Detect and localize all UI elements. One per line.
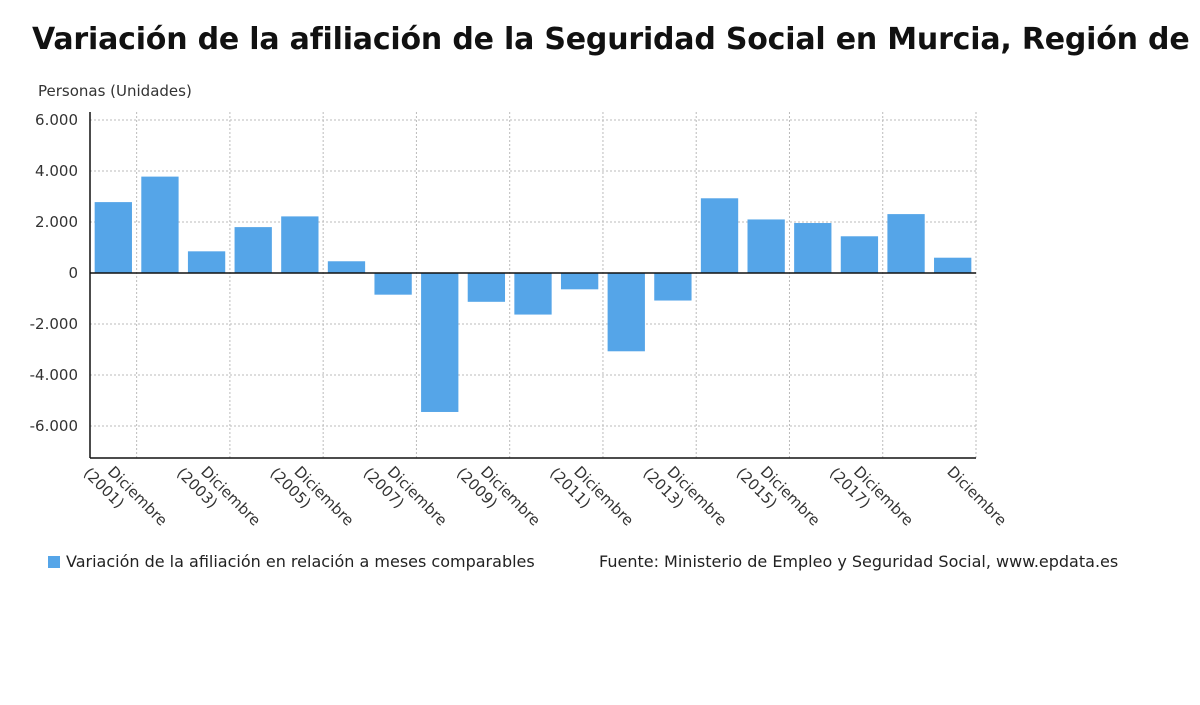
x-tick-labels: Diciembre(2001) Diciembre(2003) Diciembre(… [80,463,1010,530]
x-tick-label: Diciembre [943,463,1010,530]
x-tick-label: Diciembre(2009) [453,463,544,530]
y-tick-label: -2.000 [30,315,78,333]
bar [94,202,132,273]
y-axis-label: Personas (Unidades) [38,82,192,100]
bar [794,223,832,273]
bar [141,176,179,273]
x-tick-label: Diciembre(2011) [546,463,637,530]
bar [887,214,925,273]
x-tick-label: Diciembre(2013) [640,463,731,530]
legend-label: Variación de la afiliación en relación a… [66,552,535,571]
bar [560,273,599,290]
y-tick-labels: 6.000 4.000 2.000 0 -2.000 -4.000 -6.000 [30,111,78,435]
gridlines [90,112,977,458]
bar [514,273,552,315]
y-tick-label: -6.000 [30,417,78,435]
x-tick-label: Diciembre(2001) [80,463,171,530]
bar [187,251,226,273]
bar [467,273,506,302]
x-tick-label: Diciembre(2007) [360,463,451,530]
bar [374,273,412,295]
bar [700,198,739,273]
bar [607,273,645,352]
x-tick-label: Diciembre(2017) [826,463,917,530]
bar [281,216,319,273]
x-tick-label: Diciembre(2015) [733,463,824,530]
bar [234,227,272,273]
legend-swatch [48,555,60,568]
y-tick-label: -4.000 [30,366,78,384]
source-note: Fuente: Ministerio de Empleo y Seguridad… [599,552,1119,571]
bars [94,176,972,412]
bar [654,273,692,301]
bar [747,219,785,273]
chart-area: Personas (Unidades) 6.000 4.000 2.000 0 -2.0… [30,82,1011,530]
bar [840,236,879,273]
legend: Variación de la afiliación en relación a… [48,552,535,571]
axes [89,112,976,459]
x-tick-label-line1: Diciembre [943,463,1010,530]
y-tick-label: 6.000 [35,111,78,129]
chart-title: Variación de la afiliación de la Segurid… [32,22,1190,57]
y-tick-label: 0 [68,264,78,282]
y-tick-label: 4.000 [35,162,78,180]
y-tick-label: 2.000 [35,213,78,231]
x-tick-label: Diciembre(2003) [173,463,264,530]
bar [421,273,459,412]
bar [934,257,972,273]
x-tick-label: Diciembre(2005) [266,463,357,530]
bar [327,261,366,273]
